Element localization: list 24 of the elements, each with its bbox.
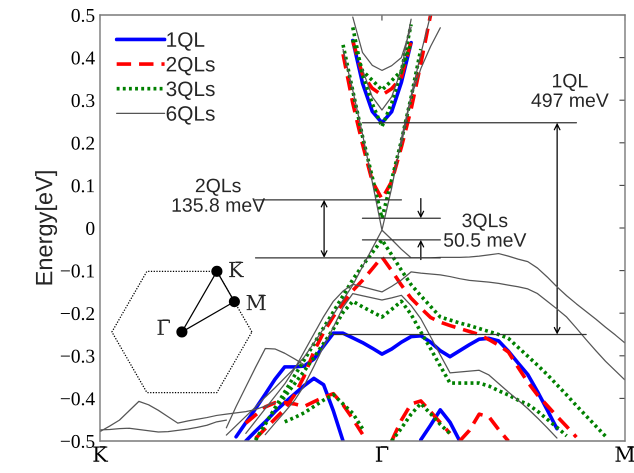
y-tick-label: 0.1 — [72, 179, 94, 192]
annotation: K̄ — [229, 262, 244, 278]
legend-label: 3QLs — [166, 81, 215, 100]
annotation: M̄ — [246, 294, 266, 310]
annotation: 2QLs 135.8 meV — [172, 178, 266, 212]
y-tick-label: −0.3 — [60, 350, 94, 363]
y-tick-label: −0.1 — [60, 264, 94, 278]
y-tick-label: 0.4 — [72, 51, 95, 65]
annotation: 3QLs 50.5 meV — [444, 214, 526, 247]
annotation: Γ̄ — [157, 319, 170, 335]
y-axis-title: Energy[eV] — [35, 171, 58, 284]
annotation: 1QL 497 meV — [531, 74, 609, 108]
y-tick-label: 0 — [86, 222, 94, 235]
y-tick-label: 0.2 — [72, 136, 94, 150]
legend-label: 6QLs — [166, 106, 215, 125]
legend-label: 2QLs — [166, 56, 215, 76]
x-tick-label: Γ̄ — [376, 446, 388, 462]
y-tick-label: −0.2 — [60, 307, 94, 320]
y-tick-label: 0.5 — [72, 8, 94, 22]
y-tick-label: −0.4 — [60, 392, 95, 406]
y-tick-label: −0.5 — [60, 434, 94, 448]
legend-label: 1QL — [167, 32, 204, 51]
y-tick-label: 0.3 — [72, 94, 94, 108]
x-tick-label: K̄ — [93, 446, 108, 462]
